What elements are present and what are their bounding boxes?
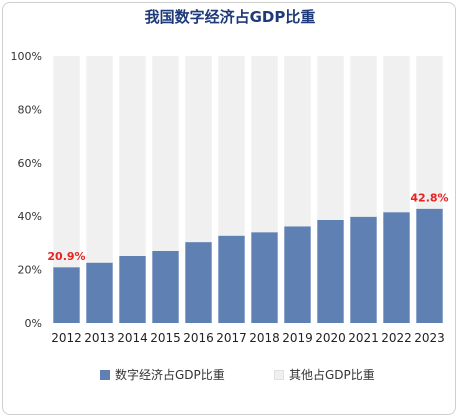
bar-digital-economy [86, 262, 113, 323]
x-tick-label: 2017 [216, 331, 247, 345]
bars [53, 56, 443, 323]
bar-other [119, 56, 146, 256]
bar-digital-economy [218, 235, 245, 323]
chart-title: 我国数字经济占GDP比重 [144, 8, 316, 26]
bar-other [317, 56, 344, 220]
data-label: 20.9% [47, 250, 85, 263]
x-tick-label: 2019 [282, 331, 313, 345]
y-axis: 0% 20% 40% 60% 80% 100% [11, 50, 42, 330]
bar-other [185, 56, 212, 243]
x-tick-label: 2016 [183, 331, 214, 345]
bar-digital-economy [119, 255, 146, 323]
bar-other [350, 56, 377, 217]
y-tick-label: 80% [18, 103, 42, 116]
bar-other [251, 56, 278, 233]
bar-digital-economy [53, 267, 80, 323]
x-tick-label: 2021 [348, 331, 379, 345]
bar-digital-economy [185, 242, 212, 323]
data-labels: 20.9% 42.8% [47, 192, 448, 263]
bar-digital-economy [284, 226, 311, 323]
bar-other [416, 56, 443, 209]
y-tick-label: 20% [18, 264, 42, 277]
y-tick-label: 60% [18, 157, 42, 170]
y-tick-label: 40% [18, 210, 42, 223]
bar-other [218, 56, 245, 236]
bar-other [53, 56, 80, 268]
data-label: 42.8% [410, 192, 448, 205]
bar-digital-economy [383, 212, 410, 323]
legend-label-other: 其他占GDP比重 [289, 368, 375, 382]
legend-label-digital: 数字经济占GDP比重 [115, 368, 225, 382]
legend-swatch-other [274, 369, 284, 380]
bar-other [152, 56, 179, 251]
x-tick-label: 2023 [414, 331, 445, 345]
x-tick-label: 2022 [381, 331, 412, 345]
x-tick-label: 2018 [249, 331, 280, 345]
legend-swatch-digital [100, 369, 110, 380]
bar-other [284, 56, 311, 227]
x-tick-label: 2014 [117, 331, 148, 345]
bar-digital-economy [251, 232, 278, 323]
bar-digital-economy [317, 219, 344, 323]
bar-other [86, 56, 113, 263]
x-tick-label: 2013 [84, 331, 115, 345]
legend-item-digital: 数字经济占GDP比重 [100, 366, 225, 383]
legend: 数字经济占GDP比重 其他占GDP比重 [0, 366, 460, 386]
y-tick-label: 0% [25, 317, 42, 330]
bar-other [383, 56, 410, 213]
x-tick-label: 2020 [315, 331, 346, 345]
x-tick-label: 2015 [150, 331, 181, 345]
bar-digital-economy [416, 208, 443, 323]
x-axis: 2012 2013 2014 2015 2016 2017 2018 2019 2020 2021… [51, 331, 445, 345]
y-tick-label: 100% [11, 50, 42, 63]
legend-item-other: 其他占GDP比重 [274, 366, 375, 383]
bar-digital-economy [350, 216, 377, 323]
x-tick-label: 2012 [51, 331, 82, 345]
bar-digital-economy [152, 250, 179, 323]
